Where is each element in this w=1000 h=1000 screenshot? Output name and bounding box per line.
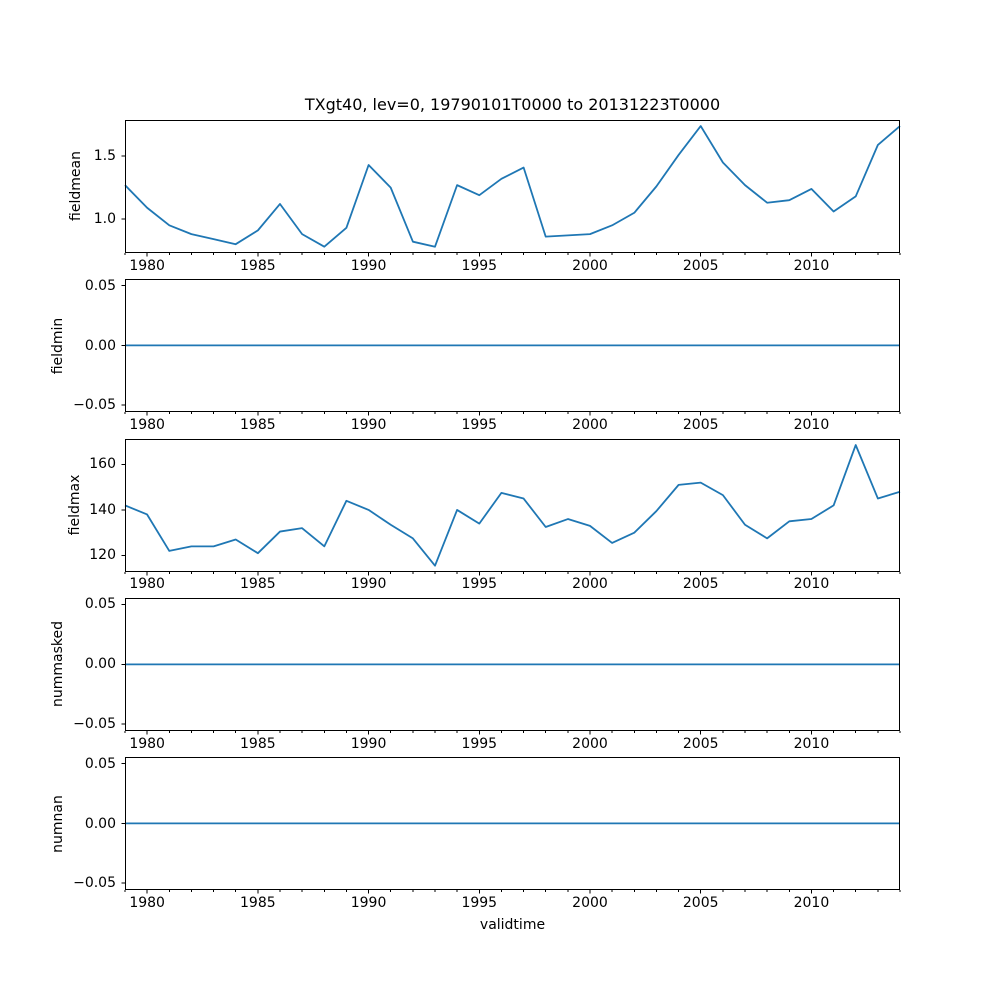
subplot-fieldmax (121, 438, 901, 575)
x-tick-label: 2010 (793, 894, 830, 911)
axes-frame (125, 597, 900, 731)
plot-area-fieldmean (121, 120, 901, 257)
x-tick-label: 1980 (129, 257, 165, 274)
plot-area-nummasked (121, 597, 901, 735)
x-tick-label: 1990 (350, 894, 387, 911)
data-line-fieldmax (124, 443, 901, 567)
x-tick-label: 1985 (240, 894, 276, 911)
tick-marks (121, 155, 901, 257)
tick-marks (121, 463, 901, 575)
y-tick-label: 1.0 (93, 211, 116, 228)
x-tick-label: 2005 (682, 735, 719, 752)
tick-marks (121, 763, 901, 894)
subplot-numnan (121, 757, 901, 894)
x-tick-label: 1985 (240, 257, 276, 274)
x-tick-label: 1995 (461, 735, 498, 752)
y-tick-label: 120 (89, 547, 116, 564)
x-tick-label: 2010 (793, 576, 830, 593)
x-tick-label: 1995 (461, 576, 498, 593)
axes-frame (125, 757, 900, 890)
x-tick-label: 2005 (682, 257, 719, 274)
y-tick-label: −0.05 (73, 397, 116, 414)
x-tick-label: 1980 (129, 417, 165, 434)
x-tick-label: 1990 (350, 257, 387, 274)
x-tick-label: 1995 (461, 257, 498, 274)
x-tick-label: 2005 (682, 894, 719, 911)
subplot-nummasked (121, 597, 901, 735)
x-tick-label: 2005 (682, 417, 719, 434)
x-tick-label: 2000 (572, 894, 608, 911)
y-axis-label-nummasked: nummasked (50, 621, 66, 708)
x-tick-label: 1980 (129, 894, 165, 911)
x-axis-title: validtime (479, 917, 546, 933)
x-tick-label: 1985 (240, 735, 276, 752)
x-tick-label: 1985 (240, 417, 276, 434)
y-tick-label: 0.05 (84, 277, 116, 294)
x-tick-label: 1995 (461, 417, 498, 434)
x-tick-label: 1985 (240, 576, 276, 593)
axes-frame (125, 438, 900, 572)
x-tick-label: 2010 (793, 417, 830, 434)
x-tick-label: 2010 (793, 735, 830, 752)
x-tick-label: 2010 (793, 257, 830, 274)
plot-area-fieldmax (121, 438, 901, 575)
x-tick-label: 2000 (572, 257, 608, 274)
y-axis-label-fieldmax: fieldmax (67, 474, 83, 536)
subplot-fieldmin (121, 279, 901, 416)
y-tick-label: 0.05 (84, 596, 116, 613)
x-tick-label: 1990 (350, 576, 387, 593)
x-tick-label: 2000 (572, 735, 608, 752)
x-tick-label: 1980 (129, 576, 165, 593)
x-tick-label: 1980 (129, 735, 165, 752)
y-tick-label: −0.05 (73, 875, 116, 892)
y-tick-label: 1.5 (93, 148, 116, 165)
x-tick-label: 1990 (350, 417, 387, 434)
y-axis-label-fieldmean: fieldmean (68, 151, 84, 222)
plot-area-fieldmin (121, 279, 901, 416)
x-tick-label: 2005 (682, 576, 719, 593)
y-axis-label-numnan: numnan (50, 794, 66, 853)
y-tick-label: −0.05 (73, 716, 116, 733)
tick-marks (121, 603, 901, 735)
y-tick-label: 0.00 (84, 337, 116, 354)
subplot-fieldmean (121, 120, 901, 257)
plot-area-numnan (121, 757, 901, 894)
x-tick-label: 1995 (461, 894, 498, 911)
data-line-fieldmean (124, 125, 901, 248)
y-tick-label: 160 (89, 455, 116, 472)
y-tick-label: 140 (89, 501, 116, 518)
axes-frame (125, 279, 900, 413)
x-tick-label: 2000 (572, 576, 608, 593)
y-axis-label-fieldmin: fieldmin (50, 317, 66, 374)
figure-title: TXgt40, lev=0, 19790101T0000 to 20131223… (304, 95, 721, 114)
tick-marks (121, 285, 901, 416)
x-tick-label: 1990 (350, 735, 387, 752)
y-tick-label: 0.00 (84, 656, 116, 673)
x-tick-label: 2000 (572, 417, 608, 434)
axes-frame (125, 120, 900, 253)
y-tick-label: 0.05 (84, 755, 116, 772)
y-tick-label: 0.00 (84, 815, 116, 832)
